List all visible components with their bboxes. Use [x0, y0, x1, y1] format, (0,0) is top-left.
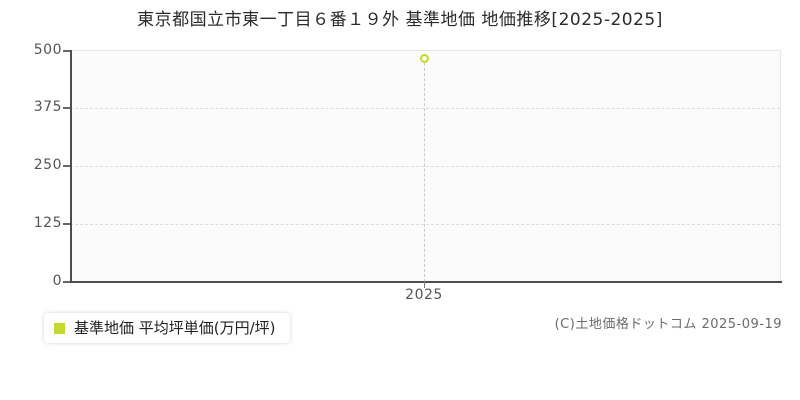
y-tick-label-500: 500	[33, 42, 62, 58]
y-tick-375	[63, 107, 70, 109]
y-tick-label-0: 0	[52, 273, 62, 289]
y-tick-125	[63, 223, 70, 225]
legend-swatch-icon	[54, 322, 65, 334]
gridline-250	[70, 166, 780, 167]
copyright-credit: (C)土地価格ドットコム 2025-09-19	[554, 317, 782, 332]
y-tick-label-125-wrap: 125	[0, 216, 62, 230]
y-tick-label-0-wrap: 0	[0, 274, 62, 288]
legend-item-label: 基準地価 平均坪単価(万円/坪)	[74, 319, 276, 337]
y-tick-label-250: 250	[33, 157, 62, 173]
y-tick-250	[63, 165, 70, 167]
data-point-dropline	[424, 58, 425, 282]
chart-legend[interactable]: 基準地価 平均坪単価(万円/坪)	[44, 313, 290, 343]
y-tick-500	[63, 50, 70, 52]
y-tick-label-250-wrap: 250	[0, 158, 62, 172]
y-tick-label-500-wrap: 500	[0, 43, 62, 57]
y-tick-label-125: 125	[33, 215, 62, 231]
chart-title: 東京都国立市東一丁目６番１９外 基準地価 地価推移[2025-2025]	[137, 10, 663, 30]
gridline-375	[70, 108, 780, 109]
data-point-2025[interactable]	[420, 53, 429, 63]
y-tick-label-375-wrap: 375	[0, 100, 62, 114]
x-axis-line	[70, 281, 782, 283]
x-tick-label-2025: 2025	[405, 287, 443, 303]
y-tick-label-375: 375	[33, 99, 62, 115]
plot-area	[70, 50, 781, 282]
y-axis-line	[70, 50, 72, 282]
x-tick-2025	[424, 281, 425, 288]
gridline-125	[70, 224, 780, 225]
y-tick-0	[63, 281, 70, 283]
